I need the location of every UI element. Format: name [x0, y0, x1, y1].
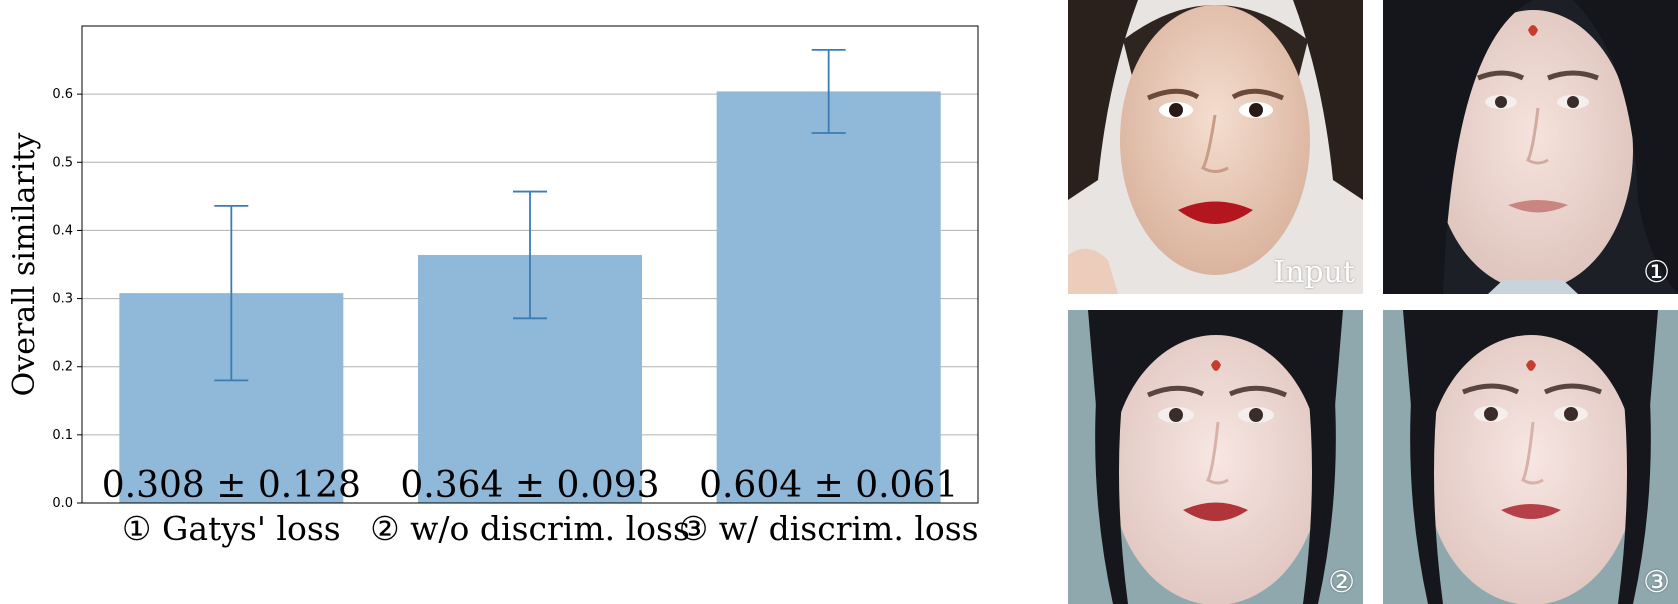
y-tick-label: 0.0 [52, 496, 73, 511]
input-face-image [1068, 0, 1363, 294]
y-tick-label: 0.5 [52, 155, 73, 170]
y-axis-ticks: 0.0 0.1 0.2 0.3 0.4 0.5 0.6 [52, 87, 82, 511]
result-label-1: ① [1643, 255, 1670, 290]
result-label-2: ② [1328, 565, 1355, 600]
bar-value-label: 0.364 ± 0.093 [400, 465, 659, 506]
y-tick-label: 0.4 [52, 223, 73, 238]
bar-value-label: 0.604 ± 0.061 [699, 465, 958, 506]
error-bar [513, 190, 547, 320]
y-axis-title: Overall similarity [7, 133, 42, 397]
game-face-image-1 [1383, 0, 1678, 294]
error-bar [214, 204, 249, 382]
category-label: ① Gatys' loss [122, 509, 341, 548]
input-photo: Input [1068, 0, 1363, 294]
result-photo-1: ① [1383, 0, 1678, 294]
y-tick-label: 0.6 [52, 87, 73, 102]
input-label: Input [1273, 255, 1355, 290]
game-face-image-2 [1068, 310, 1363, 604]
game-face-image-3 [1383, 310, 1678, 604]
plot-frame [81, 25, 979, 504]
bar-chart: 0.0 0.1 0.2 0.3 0.4 0.5 0.6 0.308 ± 0.128 0.364… [7, 25, 979, 548]
y-tick-label: 0.2 [52, 360, 73, 375]
value-labels: 0.308 ± 0.128 0.364 ± 0.093 0.604 ± 0.061 [102, 465, 959, 506]
category-label: ③ w/ discrim. loss [679, 509, 979, 548]
result-photo-2: ② [1068, 310, 1363, 604]
y-tick-label: 0.3 [52, 292, 73, 307]
result-photo-3: ③ [1383, 310, 1678, 604]
category-label: ② w/o discrim. loss [370, 509, 690, 548]
bar-value-label: 0.308 ± 0.128 [102, 465, 361, 506]
face-image-grid: Input ① [1068, 0, 1678, 604]
error-bars [214, 48, 846, 382]
result-label-3: ③ [1643, 565, 1670, 600]
bar [716, 91, 941, 503]
error-bar [811, 48, 846, 134]
y-tick-label: 0.1 [52, 428, 73, 443]
